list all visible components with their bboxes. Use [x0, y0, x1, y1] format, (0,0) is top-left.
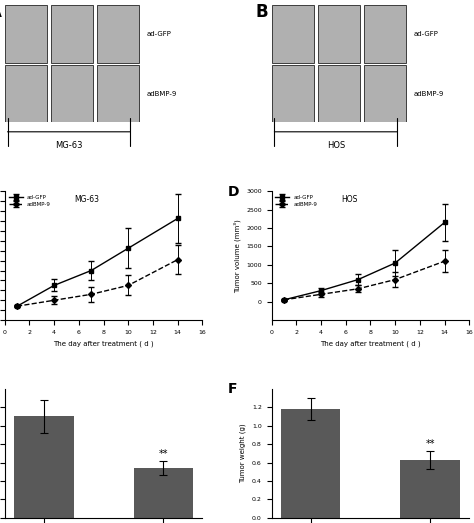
Bar [5, 5, 47, 63]
Text: **: ** [159, 449, 168, 459]
Bar [281, 409, 340, 518]
Text: D: D [228, 185, 239, 199]
Text: ad-GFP: ad-GFP [414, 31, 439, 37]
Text: adBMP-9: adBMP-9 [147, 90, 177, 97]
Bar [318, 65, 360, 122]
X-axis label: The day after treatment ( d ): The day after treatment ( d ) [53, 340, 154, 347]
Text: MG-63: MG-63 [74, 195, 99, 204]
Text: MG-63: MG-63 [55, 141, 83, 150]
Legend: ad-GFP, adBMP-9: ad-GFP, adBMP-9 [8, 194, 52, 208]
Text: adBMP-9: adBMP-9 [414, 90, 444, 97]
Bar [401, 460, 460, 518]
Y-axis label: Tumor volume (mm³): Tumor volume (mm³) [233, 219, 241, 292]
Bar [364, 65, 406, 122]
Bar [51, 5, 93, 63]
Bar [97, 5, 139, 63]
Legend: ad-GFP, adBMP-9: ad-GFP, adBMP-9 [274, 194, 319, 208]
Bar [364, 5, 406, 63]
Text: A: A [0, 3, 2, 21]
Bar [14, 416, 73, 518]
Bar [51, 65, 93, 122]
Text: ad-GFP: ad-GFP [147, 31, 172, 37]
Bar [134, 468, 193, 518]
Bar [5, 65, 47, 122]
Text: HOS: HOS [327, 141, 345, 150]
Text: F: F [228, 382, 237, 396]
Text: B: B [256, 3, 268, 21]
Bar [97, 65, 139, 122]
Y-axis label: Tumor weight (g): Tumor weight (g) [240, 424, 246, 483]
Bar [272, 65, 314, 122]
Text: HOS: HOS [341, 195, 357, 204]
X-axis label: The day after treatment ( d ): The day after treatment ( d ) [320, 340, 421, 347]
Text: **: ** [426, 439, 435, 449]
Bar [318, 5, 360, 63]
Bar [272, 5, 314, 63]
